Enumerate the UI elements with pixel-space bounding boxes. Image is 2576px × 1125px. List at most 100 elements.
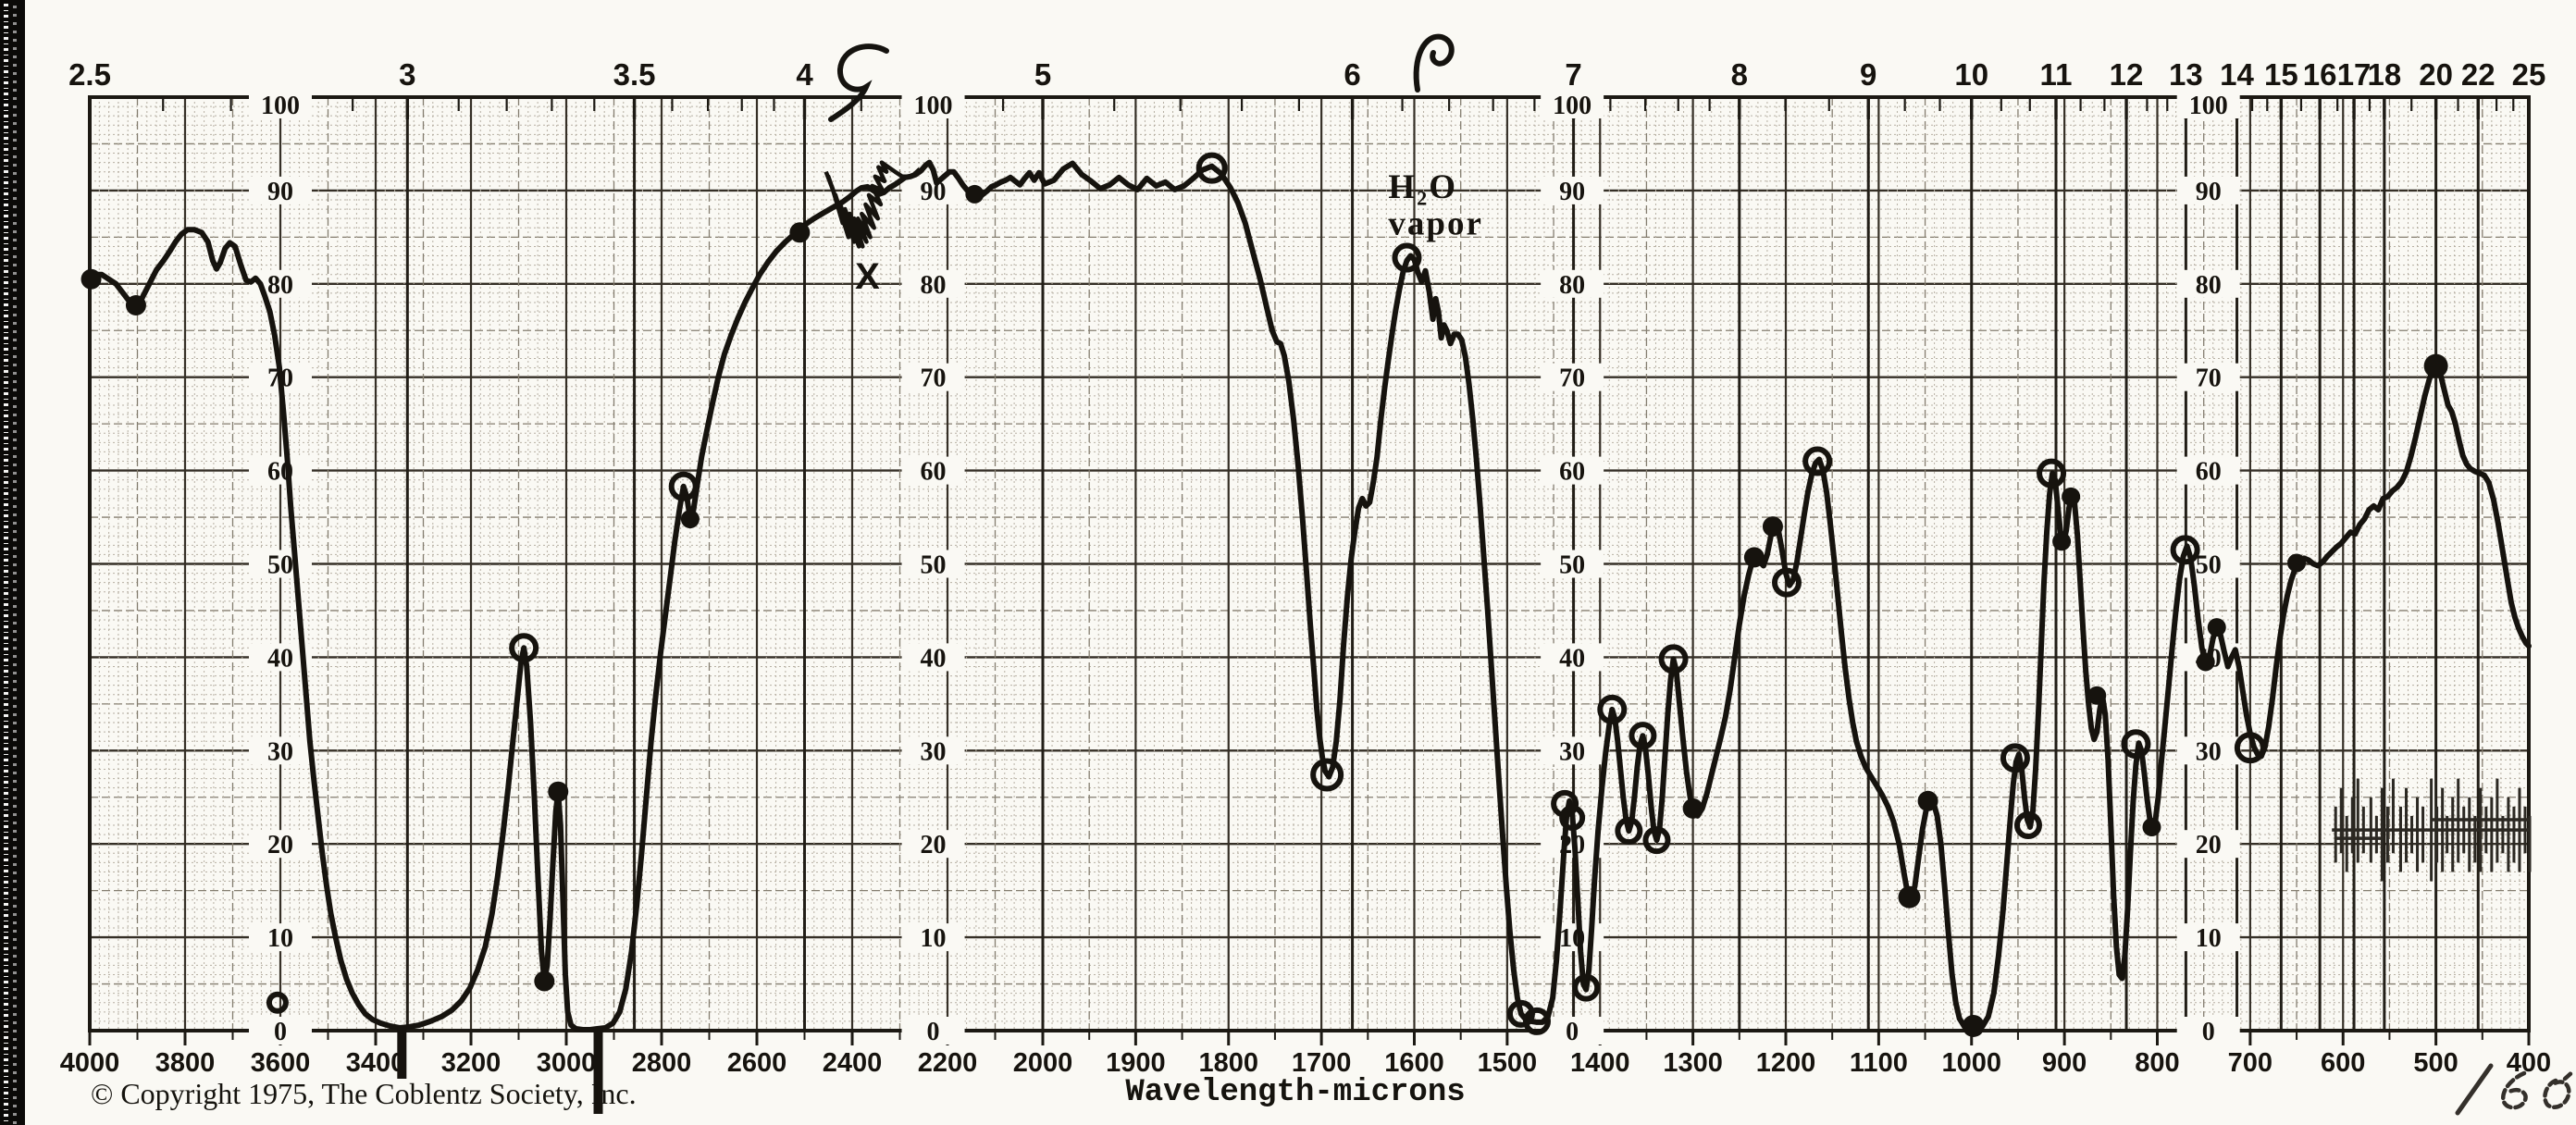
y-label-mask (1541, 363, 1604, 391)
percent-tick-label: 90 (2196, 178, 2222, 206)
percent-tick-label: 60 (921, 458, 947, 487)
peak-circle-marker (1522, 1007, 1551, 1035)
wavenumber-tick-label: 2000 (1013, 1048, 1073, 1078)
h2o-vapor-label-line2: vapor (1388, 204, 1483, 242)
wavenumber-tick-label: 3800 (155, 1048, 216, 1078)
micron-tick-label: 11 (2040, 57, 2073, 92)
percent-tick-label: 70 (2196, 365, 2222, 393)
y-label-mask (249, 176, 312, 204)
micron-tick-label: 5 (1034, 57, 1051, 92)
x-annotation: X (855, 256, 880, 297)
peak-circle-marker (1802, 446, 1833, 476)
percent-tick-label: 0 (274, 1018, 287, 1046)
percent-tick-label: 50 (921, 551, 947, 580)
micron-tick-label: 10 (1954, 57, 1988, 92)
peak-circle-marker (1392, 242, 1422, 273)
micron-tick-label: 22 (2461, 57, 2496, 92)
peak-circle-marker (1310, 758, 1344, 792)
percent-tick-label: 20 (921, 831, 947, 859)
y-label-mask (1541, 736, 1604, 765)
wavenumber-tick-label: 1100 (1850, 1048, 1908, 1078)
percent-tick-label: 60 (1559, 458, 1585, 487)
ink-blob-marker (2142, 818, 2161, 837)
y-label-mask (249, 456, 312, 485)
peak-circle-marker (1772, 567, 1802, 598)
peak-circle-marker (1615, 817, 1643, 846)
wavenumber-tick-label: 800 (2135, 1048, 2179, 1078)
y-label-mask (249, 1017, 312, 1045)
micron-tick-label: 8 (1731, 57, 1748, 92)
wavenumber-tick-label: 3400 (346, 1048, 406, 1078)
percent-tick-label: 70 (921, 365, 947, 393)
percent-tick-label: 50 (2196, 551, 2222, 580)
percent-tick-label: 80 (2196, 271, 2222, 300)
micron-tick-label: 12 (2110, 57, 2144, 92)
percent-tick-label: 60 (2196, 458, 2222, 487)
wavenumber-tick-label: 1800 (1198, 1048, 1258, 1078)
peak-circle-marker (266, 991, 289, 1014)
h2o-vapor-label-line1: H₂O (1388, 168, 1457, 206)
wavenumber-tick-label: 900 (2042, 1048, 2087, 1078)
micron-tick-label: 4 (796, 57, 813, 92)
micron-tick-label: 16 (2303, 57, 2337, 92)
y-label-mask (901, 91, 965, 118)
percent-tick-label: 10 (2196, 924, 2222, 953)
peak-circle-marker (668, 471, 699, 501)
wavenumber-tick-label: 3600 (251, 1048, 311, 1078)
peak-circle-marker (1642, 826, 1671, 855)
ink-blob-marker (789, 222, 811, 243)
micron-tick-label: 14 (2220, 57, 2254, 92)
handwritten-squiggle-top (1413, 33, 1455, 93)
y-label-mask (2176, 736, 2240, 765)
y-label-mask (1541, 456, 1604, 485)
percent-tick-label: 30 (2196, 737, 2222, 766)
wavenumber-tick-label: 1600 (1384, 1048, 1444, 1078)
ink-blob-marker (80, 268, 102, 290)
ink-blob-marker (2087, 686, 2107, 705)
peak-circle-marker (2121, 729, 2151, 760)
percent-tick-label: 10 (921, 924, 947, 953)
y-label-mask (2176, 91, 2240, 118)
percent-tick-label: 100 (914, 92, 953, 120)
y-label-mask (901, 456, 965, 485)
percent-tick-label: 90 (267, 178, 293, 206)
wavenumber-tick-label: 3200 (441, 1048, 502, 1078)
y-label-mask (2176, 923, 2240, 952)
peak-circle-marker (1658, 644, 1689, 674)
ink-blob-marker (1962, 1014, 1985, 1037)
percent-tick-label: 50 (1559, 551, 1585, 580)
transmission-curve (87, 159, 2532, 1032)
peak-circle-marker (2037, 458, 2067, 488)
wavenumber-tick-label: 1900 (1106, 1048, 1166, 1078)
wavenumber-tick-label: 600 (2321, 1048, 2365, 1078)
peak-circle-marker (2234, 732, 2266, 764)
wavenumber-tick-label: 3000 (537, 1048, 597, 1078)
micron-tick-label: 13 (2169, 57, 2203, 92)
wavenumber-tick-label: 1000 (1941, 1048, 2001, 1078)
ink-blob-marker (1762, 516, 1783, 538)
y-label-mask (2176, 456, 2240, 485)
y-label-mask (901, 176, 965, 204)
peak-circle-marker (2170, 535, 2200, 565)
wavenumber-tick-label: 1200 (1756, 1048, 1816, 1078)
peak-circle-marker (1572, 973, 1601, 1002)
percent-tick-label: 50 (267, 551, 293, 580)
micron-tick-label: 9 (1860, 57, 1876, 92)
micron-tick-label: 15 (2264, 57, 2298, 92)
ink-blob-marker (2052, 532, 2072, 551)
x-axis-title: Wavelength-microns (1125, 1075, 1466, 1110)
peak-circle-marker (509, 633, 539, 663)
percent-tick-label: 100 (2189, 92, 2228, 120)
y-label-mask (2176, 269, 2240, 298)
y-label-mask (2176, 830, 2240, 859)
micron-tick-label: 6 (1344, 57, 1360, 92)
percent-tick-label: 0 (1566, 1018, 1579, 1046)
y-label-mask (2176, 176, 2240, 204)
percent-tick-label: 80 (267, 271, 293, 300)
percent-tick-label: 100 (261, 92, 300, 120)
wavenumber-tick-label: 2400 (823, 1048, 883, 1078)
y-label-mask (1541, 176, 1604, 204)
y-label-mask (1541, 643, 1604, 672)
film-strip-left (0, 0, 25, 1125)
